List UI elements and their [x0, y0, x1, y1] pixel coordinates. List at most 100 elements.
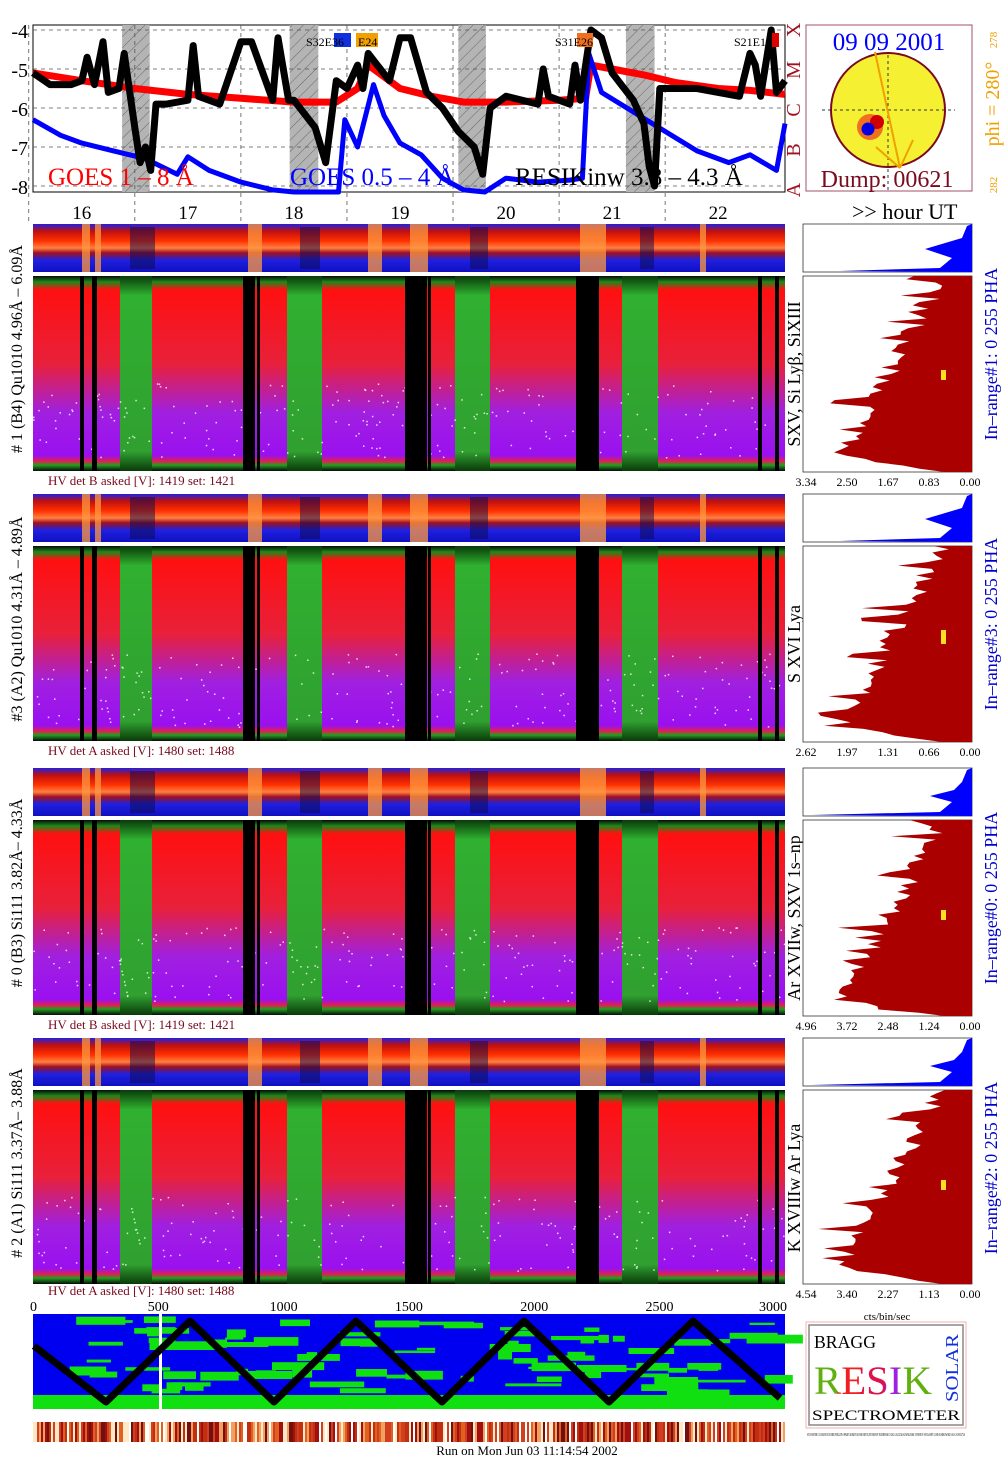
- noise-dot: [652, 984, 654, 987]
- annotation-s32e36: S32E36: [306, 35, 344, 49]
- color-strip-cell: [511, 1422, 513, 1442]
- scan-panel: 0 500 1000 1500 2000 2500 3000 Run on Mon Jun …: [30, 1300, 803, 1458]
- noise-dot: [120, 958, 122, 960]
- pha-histogram-frame: [802, 767, 973, 817]
- color-strip-cell: [177, 1422, 179, 1442]
- noise-dot: [681, 695, 683, 697]
- strip-highlight: [95, 224, 101, 272]
- noise-dot: [154, 995, 157, 998]
- scan-tick-label: 500: [148, 1300, 169, 1315]
- observation-date: 09 09 2001: [833, 29, 946, 56]
- histogram-tick-label: 2.27: [878, 1287, 899, 1301]
- color-strip-cell: [537, 1422, 539, 1442]
- noise-dot: [729, 931, 732, 934]
- data-gap-bar: [243, 546, 255, 741]
- noise-dot: [638, 954, 641, 956]
- noise-dot: [514, 956, 516, 959]
- noise-dot: [559, 1237, 561, 1239]
- scan-tick-label: 1000: [270, 1300, 298, 1315]
- scan-green-patch: [697, 1379, 746, 1383]
- noise-dot: [469, 938, 472, 940]
- noise-dot: [620, 402, 623, 404]
- noise-dot: [321, 996, 324, 999]
- noise-dot: [641, 708, 643, 710]
- noise-dot: [347, 1214, 350, 1217]
- scan-green-patch: [654, 1377, 698, 1386]
- noise-dot: [159, 386, 162, 388]
- noise-dot: [58, 967, 61, 969]
- noise-dot: [101, 416, 104, 418]
- noise-dot: [292, 971, 294, 973]
- color-strip-cell: [255, 1422, 257, 1442]
- noise-dot: [131, 978, 134, 980]
- color-strip-cell: [449, 1422, 451, 1442]
- color-strip-cell: [63, 1422, 65, 1442]
- color-strip-cell: [559, 1422, 561, 1442]
- color-strip-cell: [743, 1422, 745, 1442]
- noise-dot: [159, 667, 161, 669]
- noise-dot: [699, 656, 701, 659]
- noise-dot: [557, 1232, 559, 1235]
- noise-dot: [613, 949, 615, 952]
- noise-dot: [106, 1251, 108, 1254]
- noise-dot: [548, 437, 551, 440]
- noise-dot: [390, 707, 393, 709]
- color-strip-cell: [643, 1422, 645, 1442]
- noise-dot: [133, 436, 136, 439]
- noise-dot: [619, 434, 622, 437]
- strip-highlight: [580, 768, 606, 816]
- color-strip-cell: [299, 1422, 301, 1442]
- color-strip-cell: [489, 1422, 491, 1442]
- noise-dot: [545, 431, 547, 433]
- noise-dot: [754, 421, 756, 423]
- noise-dot: [156, 383, 159, 385]
- noise-dot: [649, 1000, 651, 1002]
- noise-dot: [378, 670, 380, 672]
- noise-dot: [631, 704, 634, 707]
- color-strip-cell: [65, 1422, 67, 1442]
- color-strip-cell: [327, 1422, 329, 1442]
- noise-dot: [39, 439, 41, 441]
- color-strip-cell: [619, 1422, 621, 1442]
- color-strip-cell: [153, 1422, 155, 1442]
- noise-dot: [652, 1237, 654, 1239]
- noise-dot: [214, 693, 216, 695]
- noise-dot: [501, 672, 503, 674]
- data-gap-bar: [576, 820, 596, 1015]
- pha-time-strip: [33, 1038, 785, 1086]
- strip-dark-patch: [300, 497, 320, 539]
- noise-dot: [515, 705, 518, 708]
- noise-dot: [135, 681, 137, 684]
- color-strip-cell: [569, 1422, 571, 1442]
- pha-time-strip: [33, 768, 785, 816]
- noise-dot: [55, 981, 57, 983]
- noise-dot: [442, 689, 444, 691]
- noise-dot: [348, 661, 350, 664]
- color-strip-cell: [485, 1422, 487, 1442]
- data-gap-bar: [243, 276, 255, 471]
- histogram-tick-label: 1.24: [919, 1019, 940, 1033]
- noise-dot: [433, 983, 436, 985]
- scan-green-patch: [144, 1320, 160, 1323]
- noise-dot: [55, 427, 57, 430]
- noise-dot: [376, 424, 378, 426]
- noise-dot: [230, 928, 232, 931]
- noise-dot: [614, 702, 616, 704]
- color-strip-cell: [679, 1422, 681, 1442]
- data-gap-bar: [596, 820, 599, 1015]
- noise-dot: [705, 425, 707, 427]
- noise-dot: [88, 984, 91, 986]
- noise-dot: [532, 721, 534, 723]
- color-strip-cell: [649, 1422, 651, 1442]
- noise-dot: [109, 718, 111, 720]
- noise-dot: [538, 395, 540, 397]
- noise-dot: [217, 1260, 219, 1262]
- color-strip-cell: [273, 1422, 275, 1442]
- goes-lightcurve-panel: -4 -5 -6 -7 -8 A B C M X S32E36 E24 S31E26 S21E1…: [11, 21, 958, 224]
- noise-dot: [227, 1203, 229, 1205]
- noise-dot: [329, 1223, 331, 1225]
- noise-dot: [483, 412, 486, 414]
- color-strip-cell: [269, 1422, 271, 1442]
- scan-green-patch: [551, 1336, 603, 1341]
- noise-dot: [59, 412, 61, 414]
